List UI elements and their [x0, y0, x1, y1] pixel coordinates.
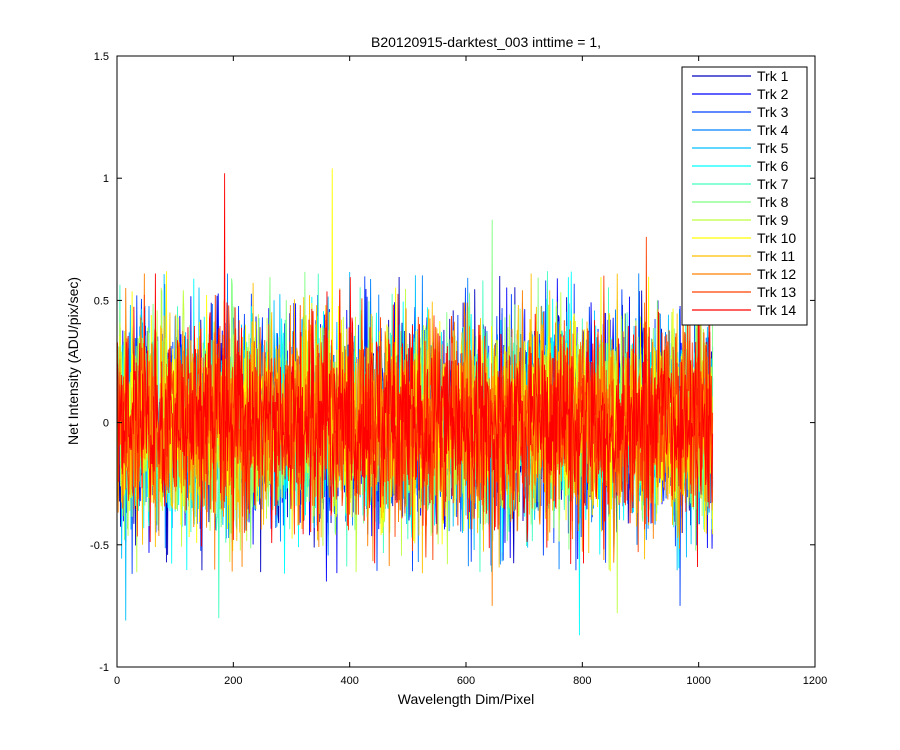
- x-tick-label: 1000: [686, 675, 710, 687]
- legend-label: Trk 8: [757, 194, 789, 210]
- x-tick-label: 0: [114, 675, 120, 687]
- y-tick-label: 1.5: [94, 51, 109, 63]
- y-tick-label: 0.5: [94, 295, 109, 307]
- legend-label: Trk 2: [757, 86, 789, 102]
- legend-label: Trk 4: [757, 122, 789, 138]
- legend-label: Trk 5: [757, 140, 789, 156]
- x-tick-label: 200: [224, 675, 242, 687]
- legend-label: Trk 1: [757, 68, 789, 84]
- legend-label: Trk 14: [757, 302, 796, 318]
- legend-box: [681, 66, 808, 326]
- series-line-trk-14: [116, 173, 714, 567]
- legend-label: Trk 3: [757, 104, 789, 120]
- legend-label: Trk 13: [757, 284, 796, 300]
- x-tick-label: 800: [573, 675, 591, 687]
- legend-label: Trk 7: [757, 176, 789, 192]
- y-tick-label: 0: [103, 418, 109, 430]
- x-tick-label: 600: [457, 675, 475, 687]
- x-tick-label: 1200: [803, 675, 827, 687]
- series-layer: [116, 168, 714, 636]
- legend-label: Trk 9: [757, 212, 789, 228]
- x-tick-label: 400: [340, 675, 358, 687]
- y-axis-label: Net Intensity (ADU/pix/sec): [65, 277, 81, 445]
- y-tick-label: 1: [103, 173, 109, 185]
- legend-label: Trk 12: [757, 266, 796, 282]
- y-tick-label: -1: [99, 662, 109, 674]
- x-axis-label: Wavelength Dim/Pixel: [398, 691, 534, 707]
- legend-label: Trk 6: [757, 158, 789, 174]
- legend-items: Trk 1 Trk 2 Trk 3 Trk 4 Trk 5 Trk 6 Trk 7 Trk 8…: [692, 68, 796, 318]
- y-tick-label: -0.5: [90, 540, 109, 552]
- legend: Trk 1 Trk 2 Trk 3 Trk 4 Trk 5 Trk 6 Trk 7 Trk 8…: [681, 66, 808, 326]
- legend-label: Trk 10: [757, 230, 796, 246]
- legend-label: Trk 11: [757, 248, 795, 264]
- ticks-layer: 0 200 400 600 800 1000 1200 -1 -0.5 0 0.5 1 1.5: [90, 51, 827, 687]
- chart-title: B20120915-darktest_003 inttime = 1,: [371, 34, 601, 50]
